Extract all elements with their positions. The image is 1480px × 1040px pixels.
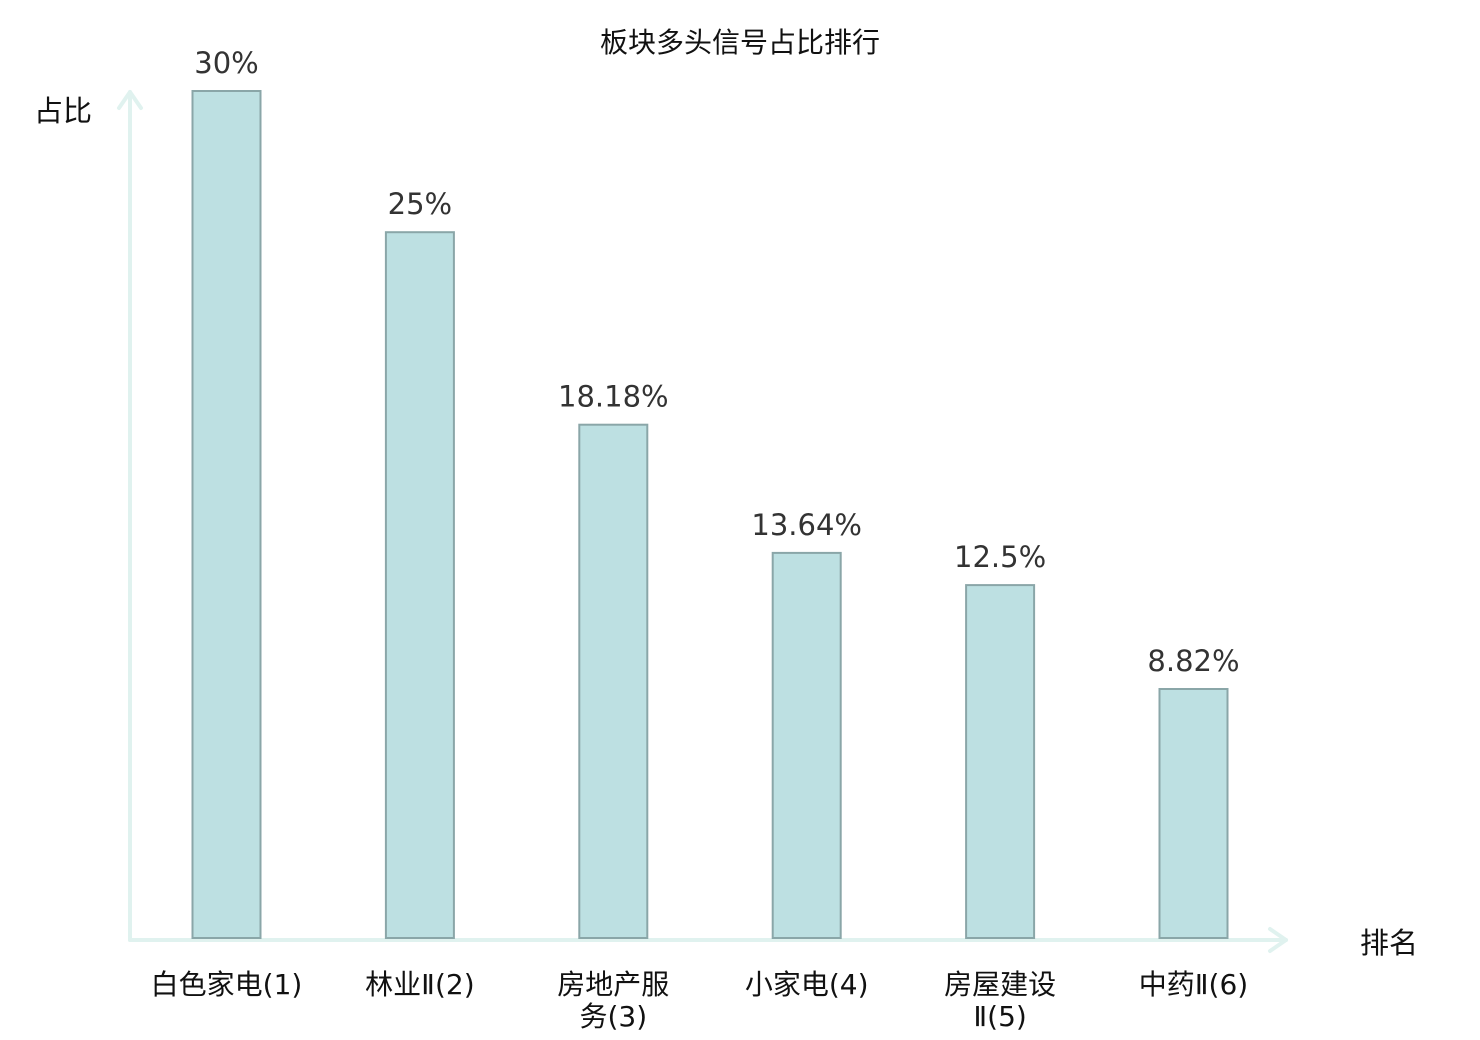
bar-4 [771, 551, 842, 940]
category-label-5: 房屋建设 Ⅱ(5) [944, 968, 1056, 1033]
value-label-5: 12.5% [954, 540, 1046, 574]
bar-5 [965, 584, 1036, 939]
value-label-6: 8.82% [1147, 644, 1239, 678]
category-label-2: 林业Ⅱ(2) [365, 968, 474, 1001]
y-axis-arrow [117, 90, 143, 110]
value-label-3: 18.18% [558, 380, 669, 414]
y-axis-label: 占比 [34, 94, 92, 128]
x-axis-label: 排名 [1360, 926, 1418, 960]
value-labels: 30% 25% 18.18% 13.64% 12.5% 8.82% [194, 46, 1239, 678]
bar-2 [384, 231, 455, 939]
value-label-1: 30% [194, 46, 258, 80]
bars [191, 90, 1229, 940]
category-label-3: 房地产服务(3) [557, 968, 669, 1033]
category-label-1: 白色家电(1) [151, 968, 303, 1001]
value-label-4: 13.64% [751, 508, 862, 542]
x-axis-arrow [1268, 927, 1288, 953]
bar-1 [191, 90, 262, 939]
category-label-4: 小家电(4) [745, 968, 869, 1001]
value-label-2: 25% [388, 187, 452, 221]
category-label-6: 中药Ⅱ(6) [1139, 968, 1248, 1001]
bar-3 [578, 423, 649, 939]
bar-6 [1158, 688, 1229, 939]
category-labels: 白色家电(1) 林业Ⅱ(2) 房地产服务(3) 小家电(4) 房屋建设 Ⅱ(5) 中药Ⅱ(6… [151, 968, 1249, 1033]
chart-title: 板块多头信号占比排行 [600, 26, 880, 59]
